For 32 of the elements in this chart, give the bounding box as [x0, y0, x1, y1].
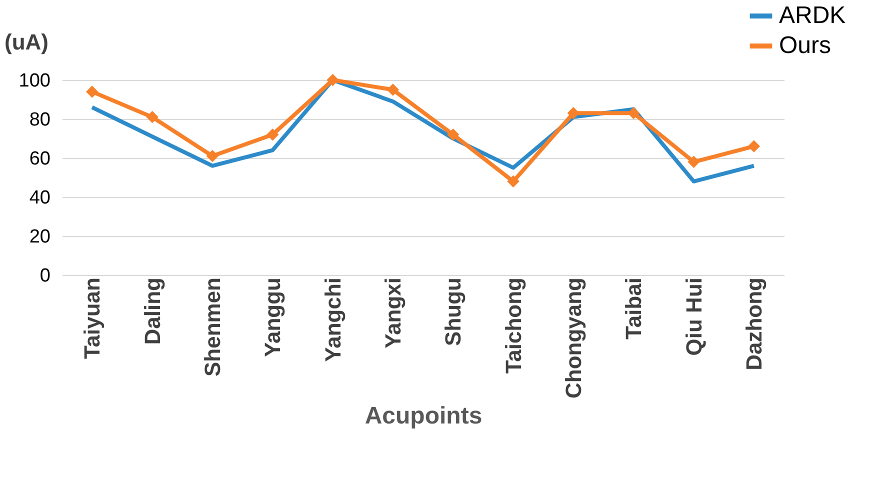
point	[206, 150, 219, 162]
y-tick-label: 0	[40, 266, 50, 286]
y-tick-label: 40	[29, 188, 50, 208]
x-tick-label: Shenmen	[200, 278, 225, 377]
point	[688, 156, 700, 168]
point	[266, 128, 279, 141]
x-tick-label: Taichong	[500, 278, 526, 374]
x-tick-label: Yanggu	[260, 278, 286, 357]
legend-label: ARDK	[779, 2, 846, 29]
x-tick-label: Daling	[140, 278, 165, 345]
point	[386, 84, 400, 96]
x-axis-title: Acupoints	[364, 402, 482, 430]
point	[507, 175, 520, 188]
x-tick-label: Taiyuan	[80, 278, 105, 360]
y-tick-label: 20	[29, 226, 50, 248]
legend-label: Ours	[779, 32, 832, 59]
x-tick-label: Yangchi	[320, 278, 346, 362]
point	[446, 128, 460, 141]
x-tick-label: Dazhong	[741, 278, 766, 370]
y-tick-label: 100	[18, 70, 50, 92]
point	[146, 110, 158, 124]
y-tick-label: 80	[29, 110, 50, 130]
x-tick-label: Chongyang	[560, 278, 586, 398]
point	[86, 86, 98, 98]
point	[326, 74, 339, 86]
y-tick-label: 60	[29, 148, 50, 170]
x-tick-label: Qiu Hui	[681, 278, 706, 356]
x-tick-label: Yangxi	[380, 278, 406, 348]
point	[748, 140, 760, 152]
x-tick-label: Shugu	[440, 278, 466, 346]
x-tick-label: Taibai	[621, 278, 646, 340]
y-axis-title: (uA)	[4, 30, 48, 54]
